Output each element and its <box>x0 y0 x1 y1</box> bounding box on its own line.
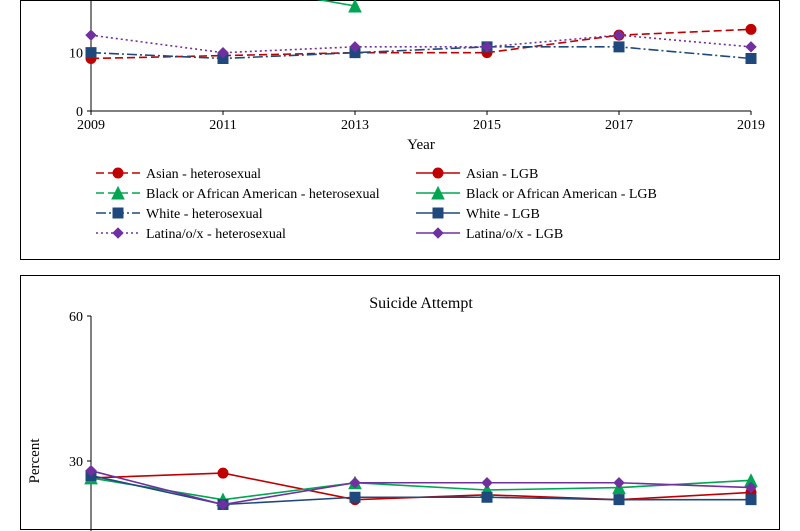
svg-text:White - heterosexual: White - heterosexual <box>146 207 263 222</box>
svg-text:2011: 2011 <box>209 118 236 133</box>
figure-container: 01020200920112013201520172019YearAsian -… <box>0 0 800 530</box>
svg-text:10: 10 <box>69 47 83 62</box>
top-chart-svg: 01020200920112013201520172019YearAsian -… <box>21 1 781 261</box>
svg-text:Percent: Percent <box>27 438 43 484</box>
svg-text:Black or African American - LG: Black or African American - LGB <box>466 187 657 202</box>
svg-text:Year: Year <box>407 137 435 153</box>
bottom-chart-svg: 3060200920112013201520172019PercentSuici… <box>21 276 781 531</box>
svg-text:Latina/o/x - LGB: Latina/o/x - LGB <box>466 227 563 242</box>
svg-text:2015: 2015 <box>473 118 501 133</box>
svg-text:Black or African American - he: Black or African American - heterosexual <box>146 187 380 202</box>
svg-text:2009: 2009 <box>77 118 105 133</box>
svg-text:Asian - LGB: Asian - LGB <box>466 167 538 182</box>
svg-text:2017: 2017 <box>605 118 633 133</box>
svg-text:2013: 2013 <box>341 118 369 133</box>
svg-text:60: 60 <box>69 310 83 325</box>
svg-text:20: 20 <box>69 0 83 3</box>
svg-text:Asian - heterosexual: Asian - heterosexual <box>146 167 261 182</box>
svg-text:30: 30 <box>69 455 83 470</box>
svg-text:White - LGB: White - LGB <box>466 207 540 222</box>
panel-bottom: 3060200920112013201520172019PercentSuici… <box>20 275 780 530</box>
svg-text:Latina/o/x - heterosexual: Latina/o/x - heterosexual <box>146 227 286 242</box>
panel-top: 01020200920112013201520172019YearAsian -… <box>20 0 780 260</box>
svg-text:Suicide Attempt: Suicide Attempt <box>369 295 473 312</box>
svg-text:2019: 2019 <box>737 118 765 133</box>
